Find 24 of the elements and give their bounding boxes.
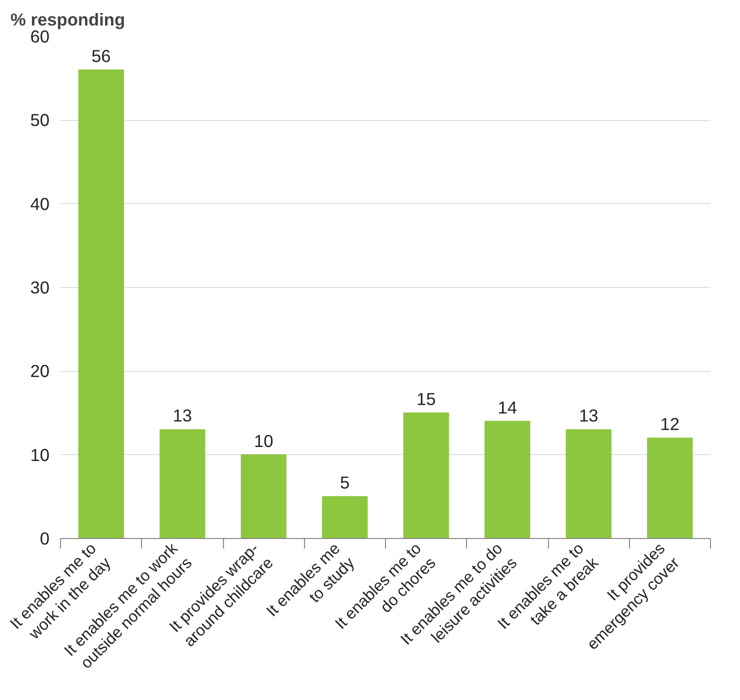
y-tick-label: 0 xyxy=(40,528,50,548)
data-label: 56 xyxy=(91,46,111,66)
y-tick-label: 60 xyxy=(30,26,50,46)
bar xyxy=(78,69,124,538)
bar xyxy=(160,429,206,538)
data-label: 5 xyxy=(340,472,350,493)
bar xyxy=(322,496,368,538)
data-label: 10 xyxy=(254,430,274,451)
data-label: 13 xyxy=(172,406,192,426)
data-label: 14 xyxy=(498,397,518,418)
y-tick-label: 30 xyxy=(30,278,50,298)
bar xyxy=(566,429,612,538)
bar xyxy=(647,438,693,538)
y-tick-label: 40 xyxy=(30,194,50,214)
bar xyxy=(403,412,449,538)
data-label: 13 xyxy=(578,406,598,426)
y-tick-label: 10 xyxy=(30,444,50,465)
y-axis-title: % responding xyxy=(10,10,126,30)
bar xyxy=(240,454,286,538)
y-tick-label: 20 xyxy=(30,361,50,382)
data-label: 15 xyxy=(416,389,436,409)
data-label: 12 xyxy=(660,414,680,434)
bar xyxy=(484,420,530,538)
y-tick-label: 50 xyxy=(30,110,50,130)
